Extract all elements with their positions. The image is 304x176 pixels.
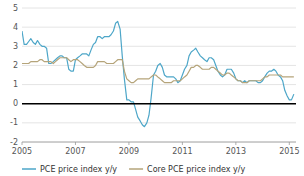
y-tick-label: -2 bbox=[10, 138, 18, 147]
y-tick-label: 3 bbox=[13, 42, 18, 51]
grid-line bbox=[22, 122, 296, 123]
x-tick-label: 2013 bbox=[226, 147, 246, 156]
y-tick-label: 1 bbox=[13, 80, 18, 89]
grid-line bbox=[22, 27, 296, 28]
y-tick-label: 2 bbox=[13, 61, 18, 70]
y-tick-label: -1 bbox=[10, 118, 18, 127]
legend: PCE price index y/y Core PCE price index … bbox=[22, 165, 245, 174]
grid-line bbox=[22, 8, 296, 9]
x-tick bbox=[75, 142, 76, 145]
x-tick bbox=[182, 142, 183, 145]
x-tick-label: 2007 bbox=[65, 147, 85, 156]
x-tick bbox=[128, 142, 129, 145]
grid-line bbox=[22, 103, 296, 104]
legend-swatch bbox=[22, 168, 36, 170]
grid-line bbox=[22, 46, 296, 47]
grid-line bbox=[22, 142, 296, 143]
x-tick-label: 2011 bbox=[172, 147, 192, 156]
x-tick bbox=[22, 142, 23, 145]
legend-label: Core PCE price index y/y bbox=[147, 165, 245, 174]
series-line bbox=[22, 21, 294, 126]
grid bbox=[22, 8, 296, 142]
series-line bbox=[22, 58, 294, 83]
legend-swatch bbox=[129, 168, 143, 170]
legend-label: PCE price index y/y bbox=[40, 165, 117, 174]
y-tick-label: 5 bbox=[13, 4, 18, 13]
x-axis-line bbox=[22, 142, 296, 143]
x-tick bbox=[235, 142, 236, 145]
zero-line bbox=[22, 103, 296, 105]
y-tick-label: 0 bbox=[13, 99, 18, 108]
x-tick bbox=[289, 142, 290, 145]
lines bbox=[22, 21, 294, 126]
x-tick-label: 2015 bbox=[279, 147, 299, 156]
y-tick-label: 4 bbox=[13, 23, 18, 32]
chart: -2 -1 0 1 2 3 4 5 2005 2007 2009 2011 2013 2015 PCE pr… bbox=[0, 0, 304, 176]
x-tick-label: 2009 bbox=[119, 147, 139, 156]
x-tick-label: 2005 bbox=[12, 147, 32, 156]
grid-line bbox=[22, 84, 296, 85]
